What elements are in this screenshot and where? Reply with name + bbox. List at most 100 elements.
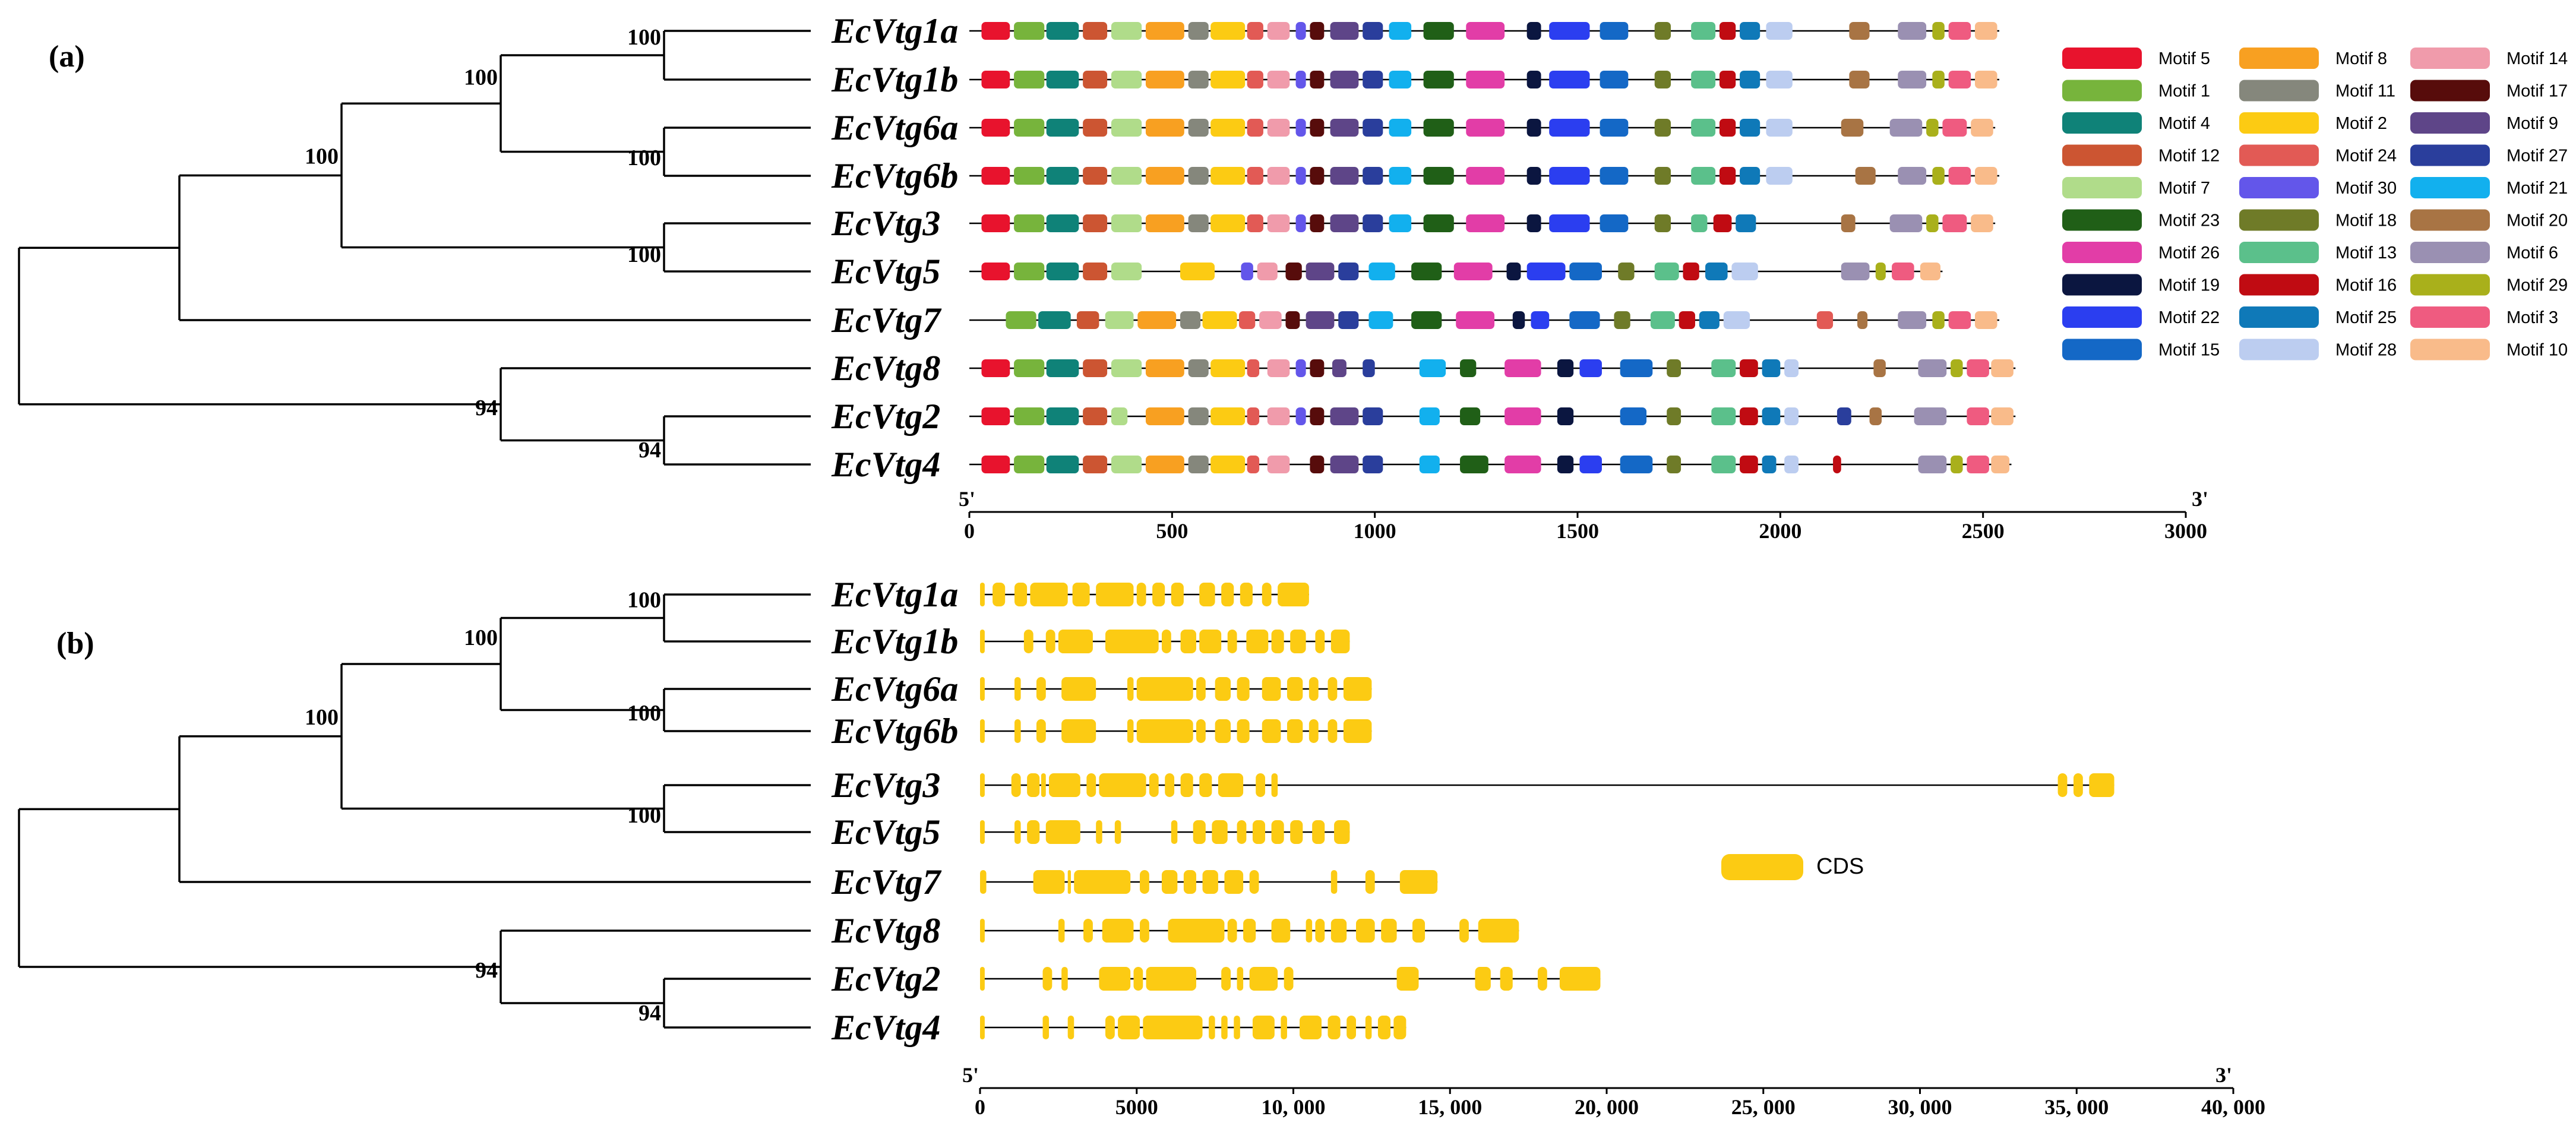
motif-legend-item: Motif 5 (2062, 48, 2210, 69)
motif-box (1549, 167, 1590, 185)
cds-exon (1083, 919, 1093, 943)
motif-legend: Motif 5 Motif 1 Motif 4 Motif 12 Motif 7 Moti… (2062, 48, 2568, 361)
motif-box (1306, 311, 1335, 329)
motif-box (1285, 311, 1300, 329)
motif-legend-label: Motif 25 (2335, 308, 2397, 327)
gene-structure-row (980, 919, 1519, 943)
motif-box (981, 407, 1010, 425)
cds-exon (1074, 870, 1131, 894)
motif-box (1667, 456, 1681, 473)
motif-legend-swatch (2239, 306, 2319, 328)
motif-legend-swatch (2410, 274, 2490, 296)
cds-exon (1227, 919, 1237, 943)
cds-exon (1249, 967, 1278, 991)
cds-exon (1058, 630, 1093, 653)
motif-box (1654, 214, 1671, 232)
motif-box (1330, 119, 1359, 137)
motif-box (1833, 456, 1841, 473)
motif-box (1389, 167, 1412, 185)
cds-exon (1262, 583, 1272, 606)
gene-axis-tick-label: 25, 000 (1731, 1095, 1796, 1119)
motif-box (1259, 311, 1282, 329)
motif-box (1683, 263, 1699, 280)
motif-row (969, 167, 1999, 185)
cds-exon (1183, 870, 1196, 894)
motif-legend-swatch (2062, 209, 2142, 231)
motif-box (1460, 456, 1488, 473)
gene-axis-tick-label: 40, 000 (2201, 1095, 2265, 1119)
bootstrap-value: 100 (464, 625, 498, 650)
motif-box (1667, 359, 1681, 377)
motif-rows (969, 22, 2016, 473)
cds-exon (1136, 677, 1193, 701)
motif-legend-label: Motif 29 (2507, 276, 2568, 295)
motif-legend-item: Motif 28 (2239, 339, 2397, 361)
cds-exon (1146, 967, 1196, 991)
cds-exon (2073, 773, 2083, 797)
motif-box (981, 263, 1010, 280)
motif-legend-label: Motif 10 (2507, 341, 2568, 360)
cds-exon (1252, 1016, 1275, 1039)
motif-legend-swatch (2062, 242, 2142, 263)
cds-exon (1537, 967, 1547, 991)
motif-box (1504, 456, 1541, 473)
gene-label: EcVtg2 (831, 397, 940, 436)
cds-exon (980, 919, 985, 943)
motif-legend-swatch (2410, 339, 2490, 361)
gene-label: EcVtg7 (831, 862, 941, 902)
motif-box (1310, 456, 1325, 473)
cds-exon (1237, 719, 1250, 743)
motif-box (1111, 119, 1142, 137)
motif-legend-item: Motif 13 (2239, 242, 2397, 263)
motif-legend-item: Motif 21 (2410, 177, 2568, 198)
cds-exon (1014, 820, 1021, 844)
cds-exon (1559, 967, 1601, 991)
cds-exon (1246, 630, 1269, 653)
motif-box (1145, 407, 1184, 425)
cds-exon (1171, 820, 1178, 844)
motif-box (1111, 22, 1142, 40)
motif-box (1210, 167, 1246, 185)
motif-box (1918, 359, 1947, 377)
motif-legend-swatch (2410, 80, 2490, 102)
motif-box (1600, 119, 1629, 137)
motif-box (1419, 456, 1440, 473)
gene-label: EcVtg1a (831, 575, 958, 614)
gene-structure-row (980, 773, 2114, 797)
motif-box (1363, 167, 1383, 185)
cds-exon (1271, 820, 1284, 844)
motif-box (1948, 311, 1971, 329)
cds-exon (1058, 919, 1065, 943)
motif-box (1654, 22, 1671, 40)
motif-box (1310, 214, 1325, 232)
motif-box (1932, 167, 1945, 185)
motif-legend-swatch (2239, 80, 2319, 102)
motif-box (1295, 71, 1306, 88)
bootstrap-value: 100 (627, 803, 661, 828)
bootstrap-value: 100 (627, 146, 661, 170)
motif-box (1667, 407, 1681, 425)
cds-exon (1234, 1016, 1240, 1039)
motif-box (1719, 71, 1736, 88)
motif-legend-label: Motif 26 (2158, 244, 2220, 263)
phylogenetic-tree-a (18, 30, 811, 466)
motif-box (1419, 359, 1446, 377)
motif-box (1389, 119, 1412, 137)
gene-structure-row (980, 719, 1372, 743)
cds-exon (1252, 820, 1266, 844)
cds-exon (1161, 870, 1178, 894)
motif-box (1740, 359, 1758, 377)
motif-box (1991, 456, 2010, 473)
motif-box (1549, 214, 1590, 232)
motif-box (1285, 263, 1302, 280)
cds-exon (1099, 967, 1131, 991)
motif-box (1363, 22, 1383, 40)
motif-box (1330, 456, 1359, 473)
motif-box (1267, 119, 1290, 137)
gene-label: EcVtg5 (831, 812, 940, 852)
cds-exon (1237, 677, 1250, 701)
motif-box (1145, 167, 1184, 185)
gene-axis-tick-label: 5000 (1115, 1095, 1158, 1119)
motif-box (1411, 263, 1442, 280)
